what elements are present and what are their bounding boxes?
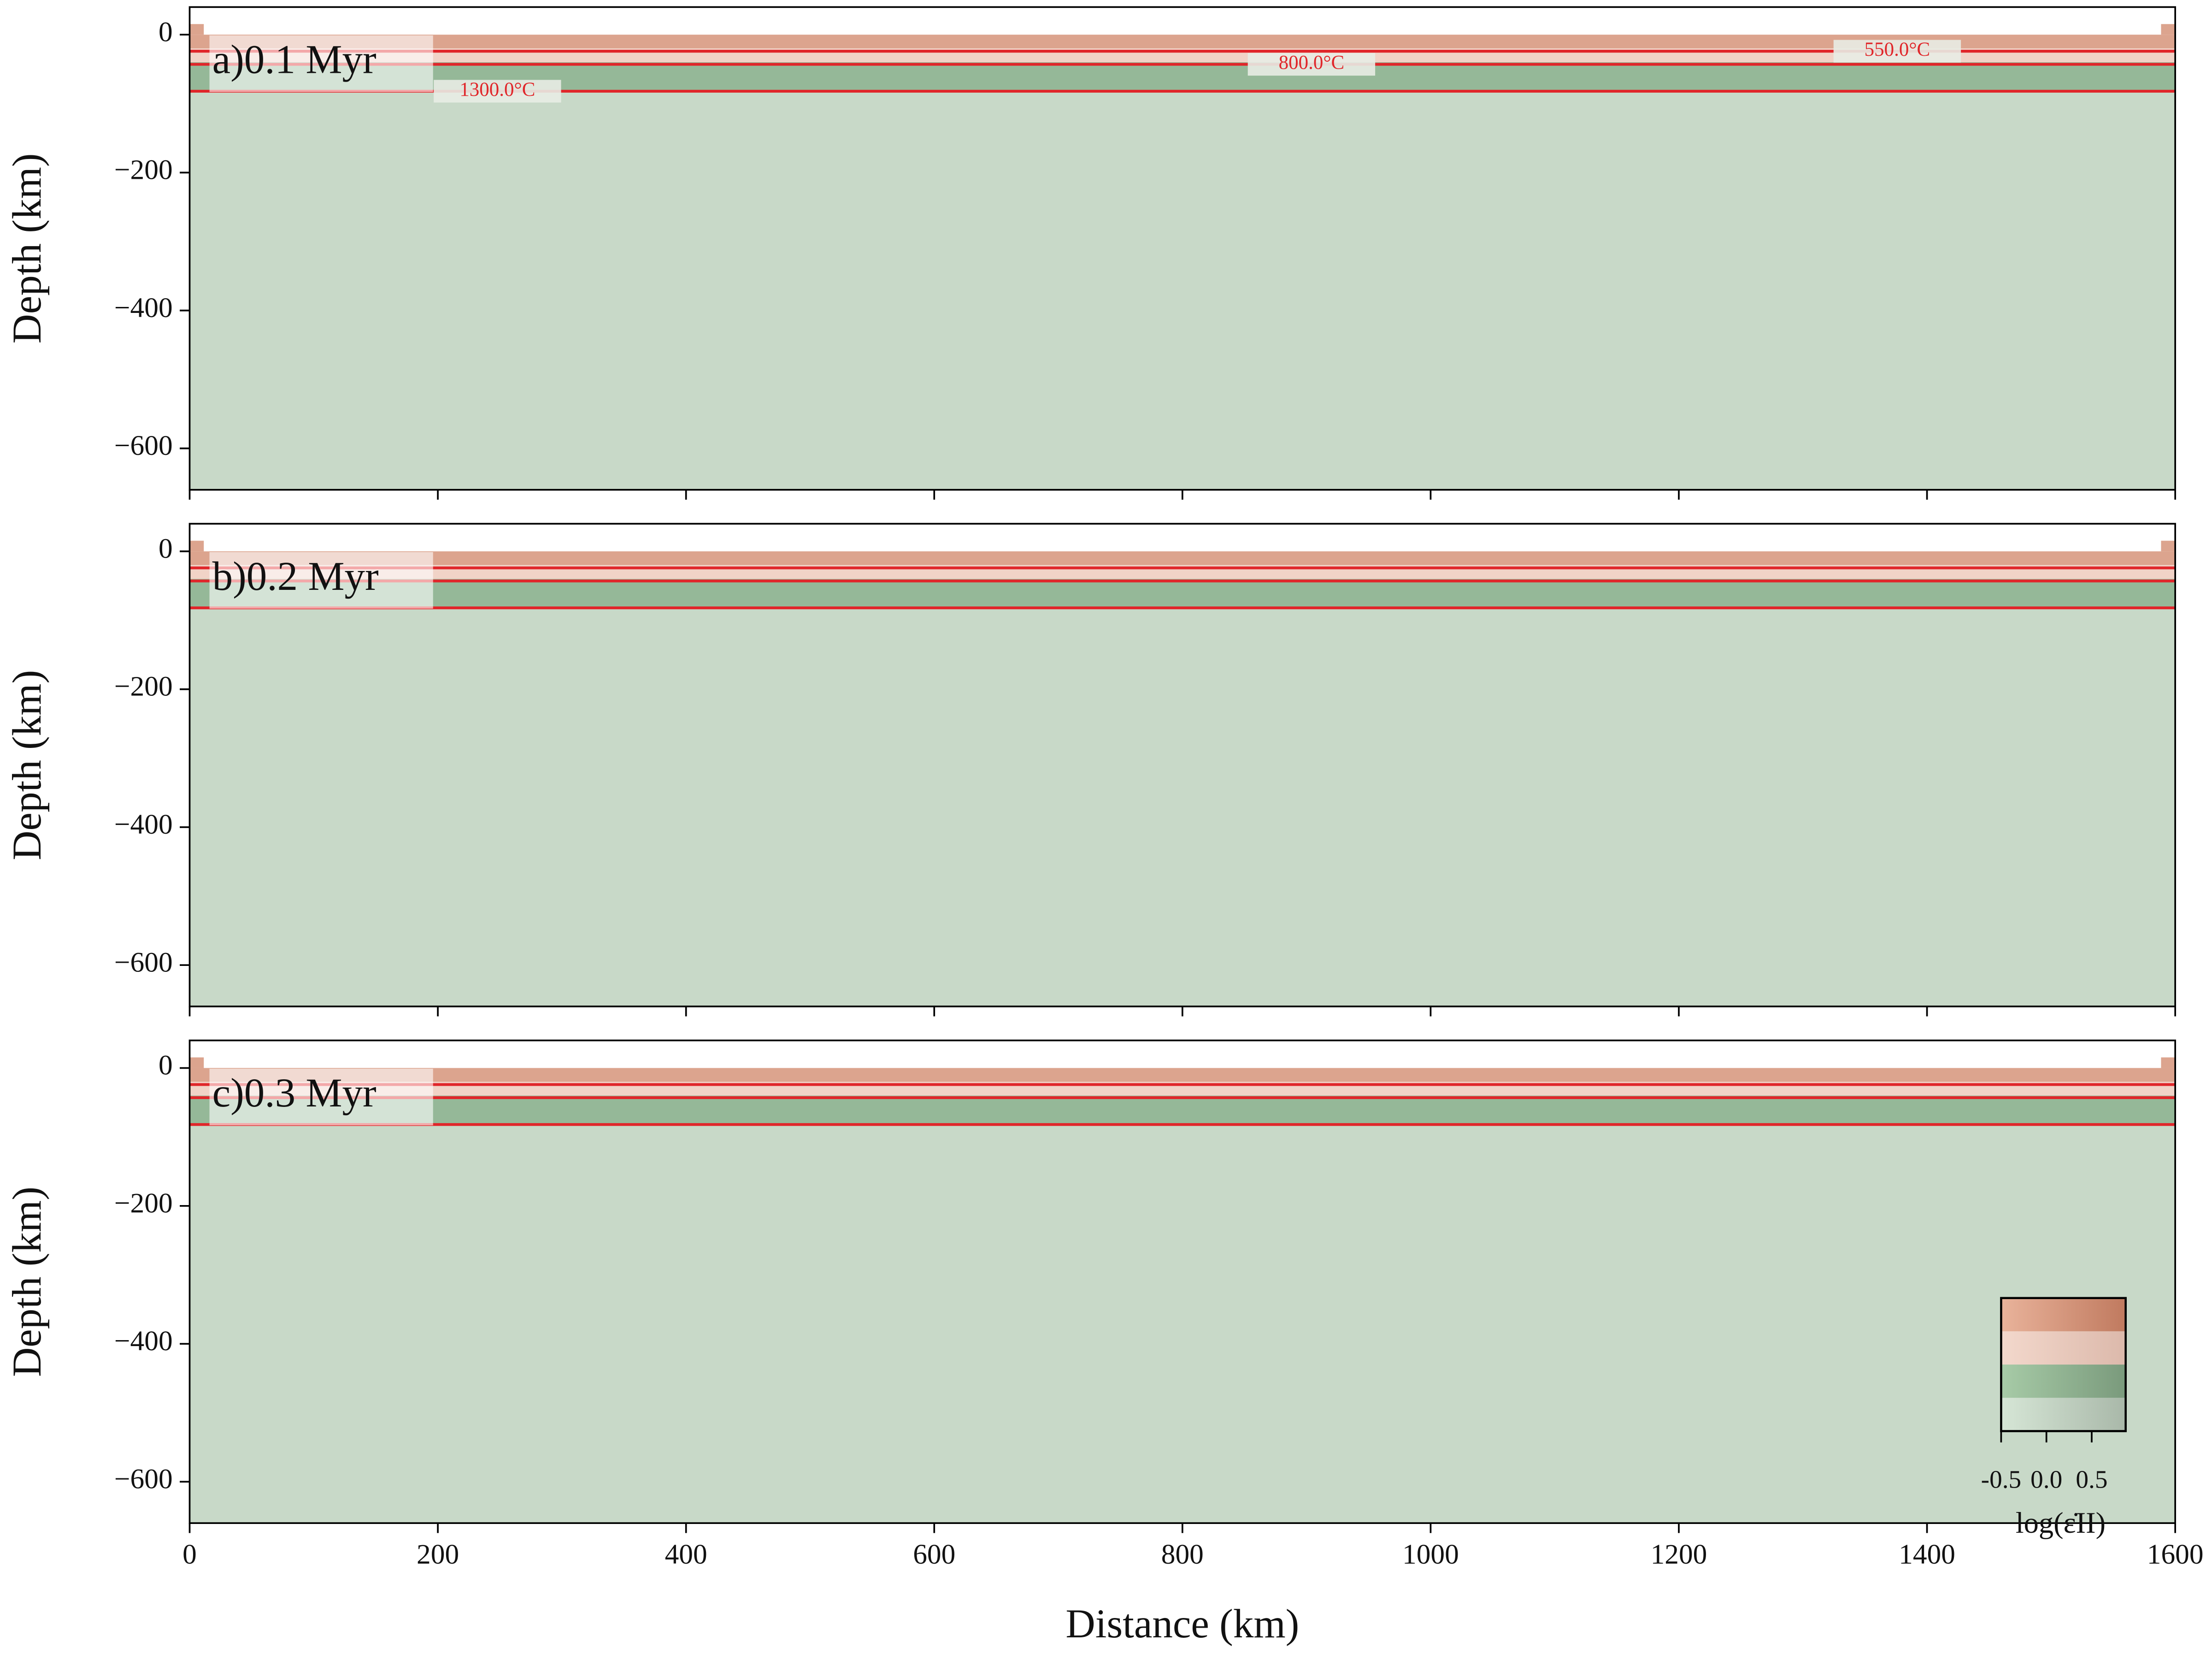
edge-right	[2161, 541, 2176, 552]
isotherm-label-bg	[1247, 53, 1376, 76]
y-tick-label: −400	[114, 292, 173, 324]
x-tick-label: 200	[417, 1539, 459, 1570]
edge-left	[189, 1057, 204, 1068]
y-tick-label: −200	[114, 154, 173, 186]
x-axis-label: Distance (km)	[1065, 1601, 1299, 1647]
edge-left	[189, 24, 204, 35]
edge-right	[2161, 24, 2176, 35]
layer	[189, 91, 2176, 490]
isotherm-label: 800.0°C	[1279, 52, 1345, 73]
isotherm-label: 1300.0°C	[459, 79, 535, 100]
colorbar-tick-label: -0.5	[1981, 1465, 2021, 1494]
x-tick-label: 1600	[2147, 1539, 2204, 1570]
panel-label: a)0.1 Myr	[212, 37, 377, 82]
x-tick-label: 800	[1161, 1539, 1204, 1570]
colorbar-tick-label: 0.0	[2030, 1465, 2062, 1494]
y-tick-label: −600	[114, 947, 173, 978]
colorbar-row	[2001, 1365, 2126, 1398]
y-tick-label: 0	[159, 1050, 173, 1081]
edge-left	[189, 541, 204, 552]
sticky-air	[189, 1040, 2176, 1068]
x-tick-label: 1000	[1402, 1539, 1459, 1570]
y-tick-label: −200	[114, 1188, 173, 1219]
x-tick-label: 400	[665, 1539, 707, 1570]
layer	[189, 579, 2176, 608]
colorbar-label: log(ε̇II)	[2016, 1506, 2106, 1539]
layer	[189, 1124, 2176, 1524]
panel-label-bg	[209, 552, 433, 609]
colorbar-row	[2001, 1331, 2126, 1365]
x-tick-label: 1400	[1899, 1539, 1955, 1570]
layer	[189, 1068, 2176, 1082]
y-tick-label: 0	[159, 533, 173, 564]
y-tick-label: −200	[114, 671, 173, 702]
layer	[189, 608, 2176, 1006]
y-tick-label: 0	[159, 16, 173, 47]
layer	[189, 1095, 2176, 1125]
y-tick-label: −400	[114, 1325, 173, 1357]
axes-frame	[188, 6, 2176, 491]
x-tick-label: 600	[913, 1539, 955, 1570]
isotherm-label-bg	[434, 80, 561, 103]
y-axis-label: Depth (km)	[5, 1187, 50, 1377]
colorbar-row	[2001, 1298, 2126, 1331]
x-tick-label: 1200	[1651, 1539, 1707, 1570]
sticky-air	[189, 524, 2176, 552]
isotherm-label-bg	[1833, 40, 1961, 63]
y-axis-label: Depth (km)	[5, 670, 50, 860]
sticky-air	[189, 7, 2176, 35]
colorbar-row	[2001, 1398, 2126, 1431]
layer	[189, 551, 2176, 565]
y-tick-label: −600	[114, 430, 173, 461]
colorbar-frame	[2000, 1297, 2127, 1432]
y-axis-label: Depth (km)	[5, 153, 50, 344]
edge-right	[2161, 1057, 2176, 1068]
y-tick-label: −600	[114, 1463, 173, 1494]
y-tick-label: −400	[114, 809, 173, 840]
colorbar-tick-label: 0.5	[2076, 1465, 2107, 1494]
isotherm-label: 550.0°C	[1865, 39, 1930, 60]
panel-label-bg	[209, 1069, 433, 1125]
panel-label: c)0.3 Myr	[212, 1071, 377, 1116]
panel-label: b)0.2 Myr	[212, 554, 379, 599]
x-tick-label: 0	[182, 1539, 197, 1570]
panel-label-bg	[209, 35, 433, 92]
